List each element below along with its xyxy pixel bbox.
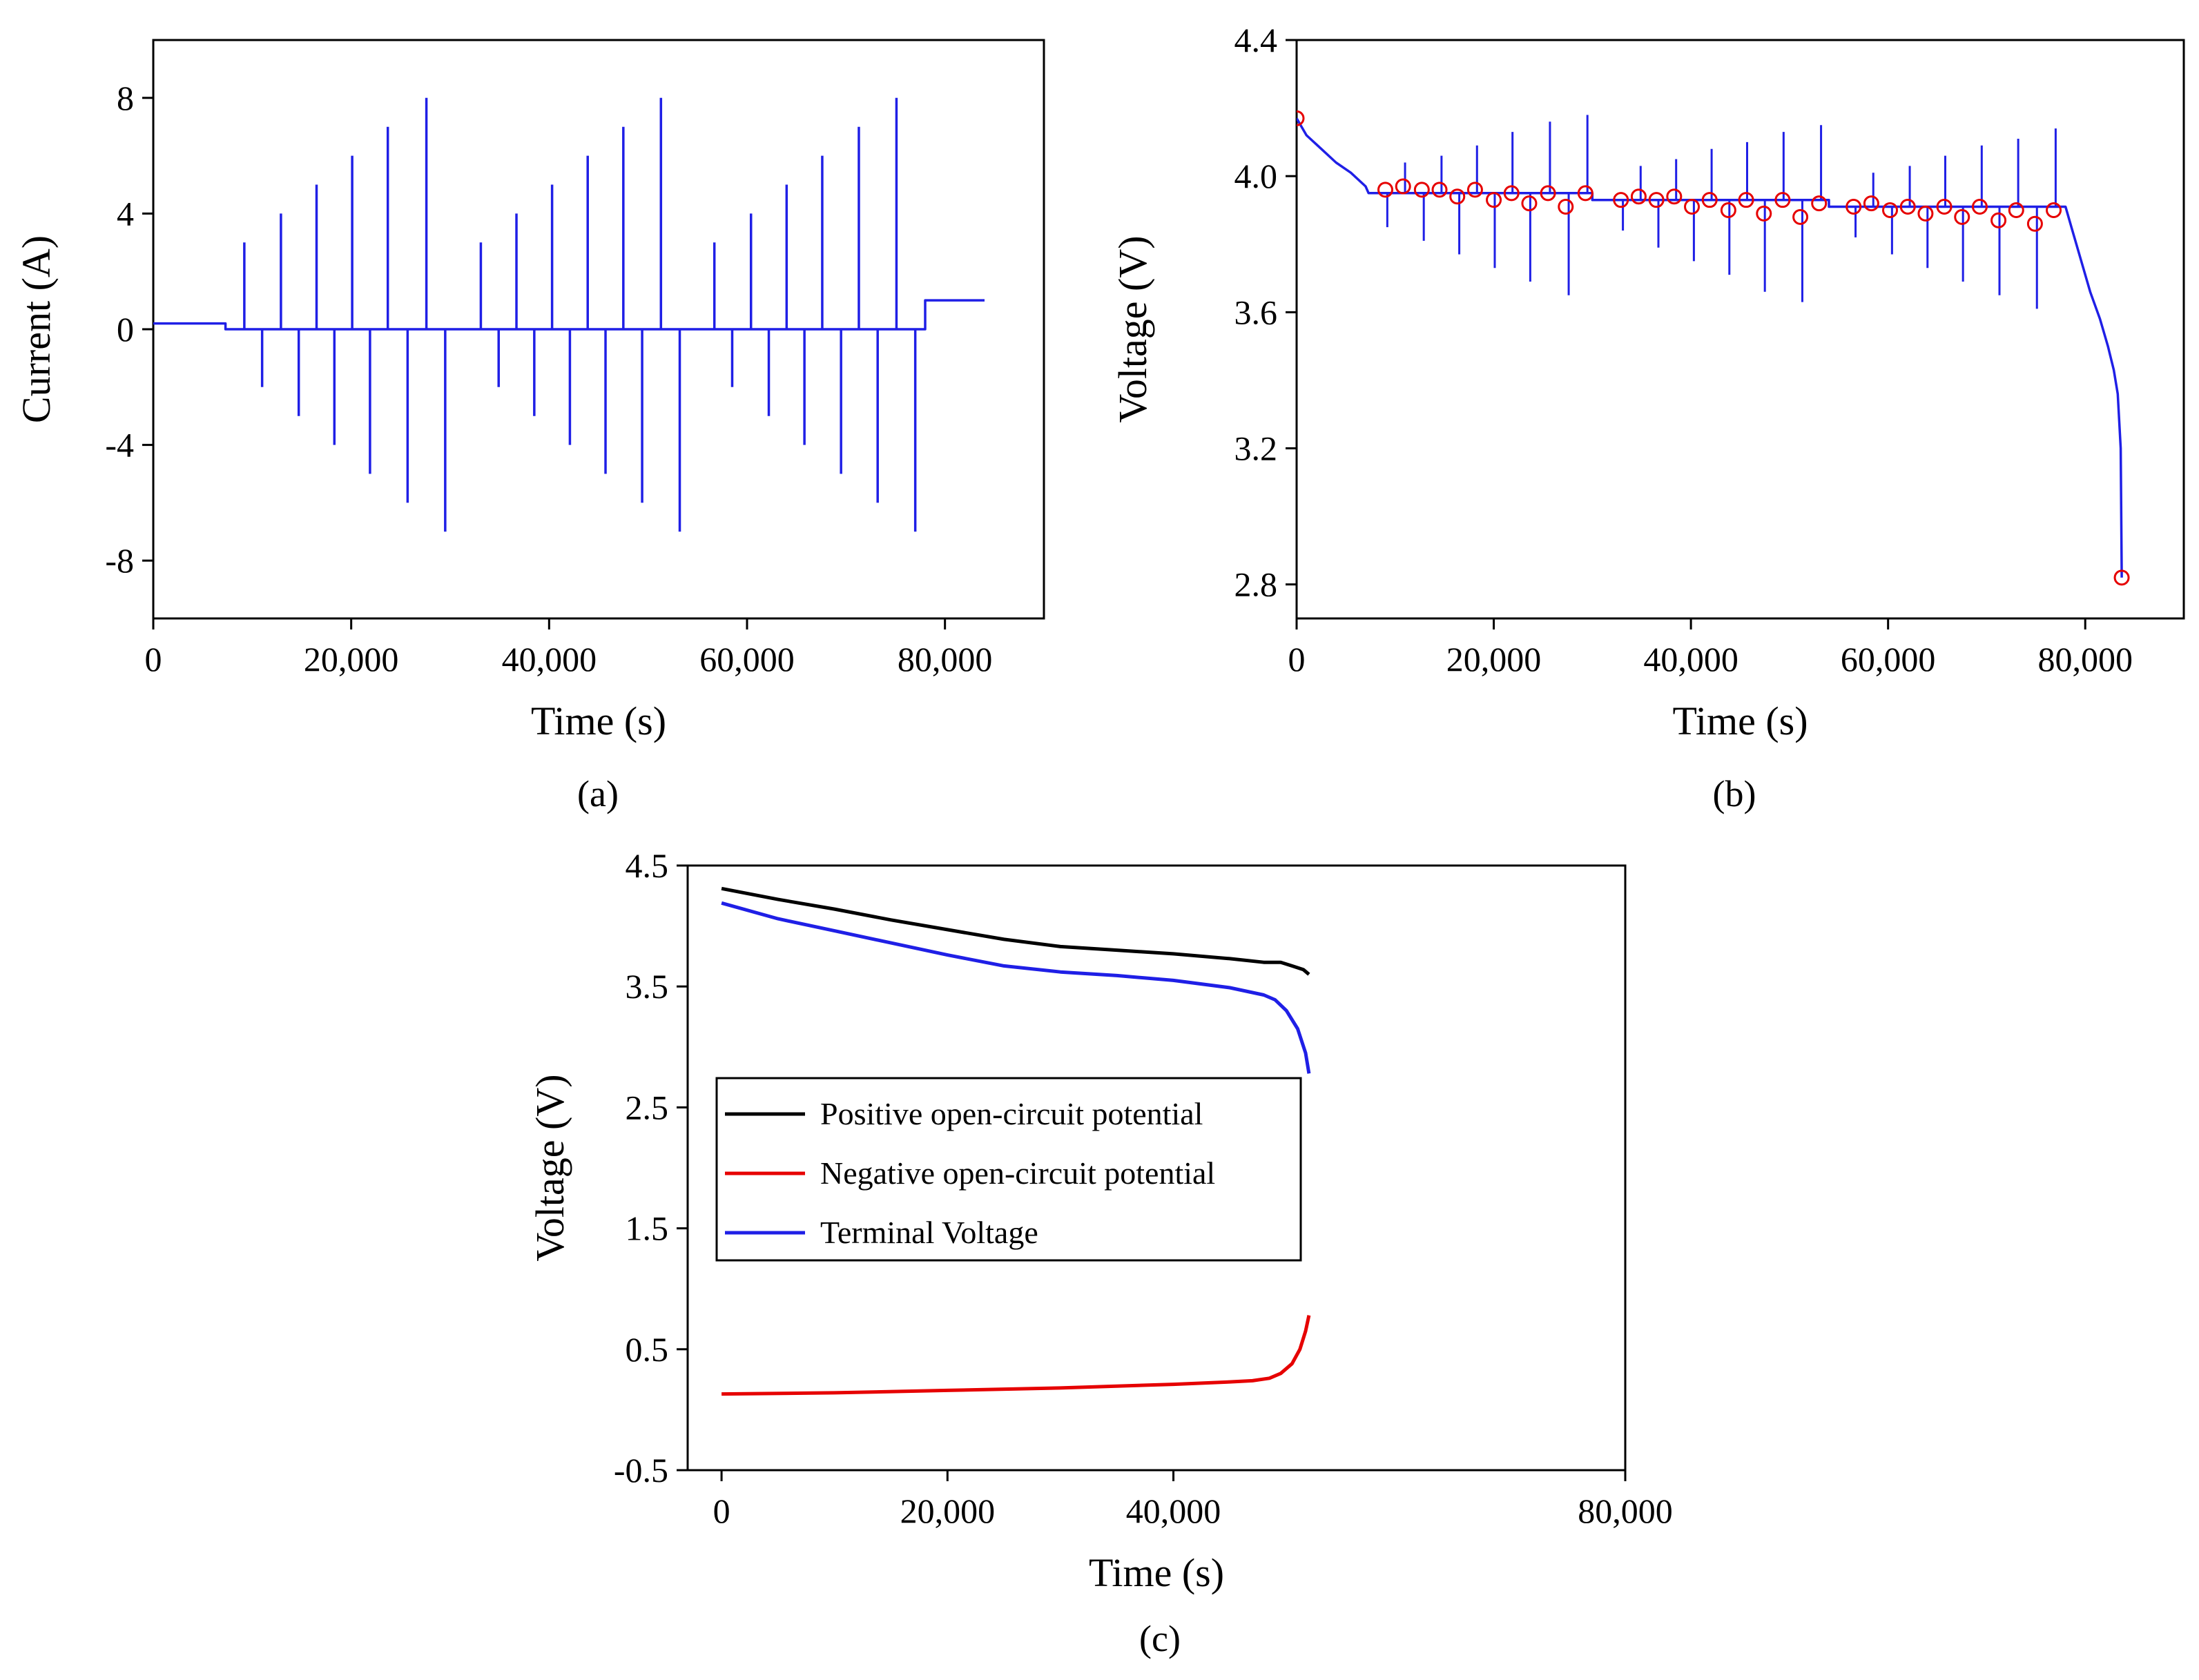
series-b-sample-points-point	[1648, 192, 1665, 208]
series-a-current	[153, 299, 985, 331]
series-b-sample-points-point	[1971, 199, 1988, 215]
panel-label-a: (a)	[577, 773, 619, 814]
x-tick-label-c: 20,000	[900, 1492, 996, 1530]
y-tick-label-a: -4	[105, 426, 134, 465]
series-b-sample-points-point	[1449, 188, 1466, 205]
y-tick-label-b: 3.6	[1234, 293, 1278, 331]
x-tick-label-a: 80,000	[898, 640, 993, 678]
y-tick-label-c: 3.5	[626, 967, 669, 1006]
y-tick-label-c: 0.5	[626, 1330, 669, 1369]
series-b-sample-points-point	[1738, 192, 1754, 208]
chart-c: 0 20,000 40,000 80,000 -0.5 0.5 1.5 2.5 3.5 4.5 Ti…	[527, 846, 1673, 1595]
x-tick-label-b: 80,000	[2037, 640, 2133, 678]
series-b-sample-points-point	[1577, 185, 1593, 202]
series-b-sample-points-point	[1936, 199, 1953, 215]
y-tick-label-a: 4	[117, 194, 134, 233]
series-b-sample-points-point	[1792, 208, 1809, 225]
x-tick-label-b: 40,000	[1643, 640, 1738, 678]
y-tick-label-a: 8	[117, 79, 134, 117]
y-tick-label-c: 1.5	[626, 1209, 669, 1248]
series-b-sample-points-point	[1431, 182, 1448, 198]
series-b-sample-points-point	[1630, 188, 1647, 205]
y-tick-label-c: 2.5	[626, 1088, 669, 1126]
y-axis-label-a: Current (A)	[14, 235, 59, 423]
y-axis-label-c: Voltage (V)	[527, 1074, 572, 1261]
series-b-voltage	[1297, 117, 2123, 578]
series-b-sample-points-point	[1613, 192, 1629, 208]
x-tick-label-c: 0	[713, 1492, 730, 1530]
y-tick-label-b: 4.0	[1234, 157, 1278, 195]
series-b-sample-points-point	[1466, 182, 1483, 198]
series-b-sample-points-point	[1990, 212, 2007, 228]
panel-label-b: (b)	[1713, 773, 1756, 814]
x-axis-label-b: Time (s)	[1672, 699, 1808, 743]
series-b-sample-points-point	[1701, 192, 1718, 208]
x-tick-label-c: 40,000	[1126, 1492, 1221, 1530]
series-b-sample-points-point	[1756, 205, 1772, 222]
series-b-sample-points-point	[1558, 199, 1574, 215]
y-tick-label-c: -0.5	[614, 1451, 668, 1489]
x-tick-label-a: 40,000	[502, 640, 597, 678]
chart-a: 0 20,000 40,000 60,000 80,000 -8 -4 0 4 8 Time (s)…	[14, 39, 1045, 743]
plot-area-b	[1297, 110, 2130, 586]
series-b-sample-points-point	[1899, 199, 1916, 215]
series-c-terminal-voltage	[721, 901, 1311, 1074]
x-tick-label-a: 60,000	[699, 640, 795, 678]
plot-area-c	[721, 886, 1311, 1396]
y-tick-label-b: 4.4	[1234, 21, 1278, 59]
x-tick-label-b: 60,000	[1841, 640, 1936, 678]
series-b-sample-points-point	[2008, 202, 2024, 218]
series-b-sample-points-point	[1811, 195, 1828, 212]
legend-entry: Positive open-circuit potential	[820, 1096, 1203, 1131]
series-b-sample-points-point	[1846, 199, 1862, 215]
x-axis-label-c: Time (s)	[1089, 1550, 1224, 1595]
series-c-positive-open-circuit-potential	[721, 886, 1310, 976]
series-b-sample-points-point	[2046, 202, 2062, 218]
series-b-sample-points-point	[1684, 199, 1701, 215]
plot-frame-c	[686, 864, 1627, 1472]
y-tick-label-b: 3.2	[1234, 429, 1278, 468]
y-tick-label-a: -8	[105, 541, 134, 580]
plot-area-a	[153, 97, 985, 532]
series-b-sample-points-point	[1540, 185, 1556, 202]
series-b-sample-points-point	[1720, 202, 1736, 218]
y-tick-label-a: 0	[117, 310, 134, 349]
series-b-sample-points-point	[1377, 182, 1393, 198]
legend-box	[715, 1077, 1302, 1262]
series-b-sample-points-point	[1863, 195, 1879, 212]
series-b-sample-points-point	[1882, 202, 1899, 218]
series-b-sample-points-point	[1395, 178, 1411, 195]
series-b-sample-points-point	[2113, 569, 2130, 586]
legend-entry: Negative open-circuit potential	[820, 1155, 1215, 1191]
y-tick-label-b: 2.8	[1234, 565, 1278, 604]
series-b-sample-points-point	[1917, 205, 1934, 222]
series-b-sample-points-point	[1486, 192, 1502, 208]
x-tick-label-a: 0	[145, 640, 162, 678]
series-b-sample-points-point	[1774, 192, 1791, 208]
x-tick-label-c: 80,000	[1578, 1492, 1673, 1530]
panel-label-c: (c)	[1139, 1618, 1181, 1659]
y-axis-label-b: Voltage (V)	[1110, 235, 1155, 422]
legend-c: Positive open-circuit potential Negative …	[715, 1077, 1302, 1262]
x-tick-label-b: 20,000	[1446, 640, 1542, 678]
plot-frame-b	[1295, 39, 2185, 620]
series-b-sample-points-point	[1413, 182, 1430, 198]
series-c-negative-open-circuit-potential	[721, 1315, 1311, 1396]
series-b-sample-points-point	[1297, 110, 1305, 126]
series-b-sample-points-point	[2026, 215, 2043, 232]
x-tick-label-b: 0	[1288, 640, 1306, 678]
series-b-sample-points-point	[1954, 208, 1970, 225]
series-b-sample-points-point	[1521, 195, 1538, 212]
x-tick-label-a: 20,000	[304, 640, 399, 678]
series-b-sample-points-point	[1666, 188, 1683, 205]
y-tick-label-c: 4.5	[626, 846, 669, 885]
chart-b: 0 20,000 40,000 60,000 80,000 2.8 3.2 3.6 4.0 4.4…	[1110, 21, 2185, 743]
series-b-sample-points-point	[1503, 185, 1520, 202]
legend-entry: Terminal Voltage	[820, 1215, 1038, 1250]
x-axis-label-a: Time (s)	[531, 699, 666, 743]
